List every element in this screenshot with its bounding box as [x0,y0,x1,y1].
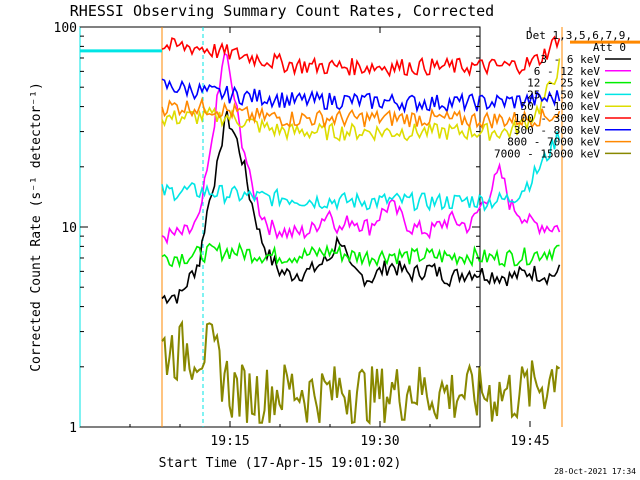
legend-label-3: 25 - 50 keV [527,88,600,101]
y-axis-ticks: 100 10 1 [54,21,480,436]
series-line-7 [161,96,561,130]
y-tick-label-2: 1 [69,421,77,436]
x-tick-label-0: 19:15 [210,434,249,449]
x-tick-label-2: 19:45 [510,434,549,449]
legend-label-8: 7000 - 15000 keV [494,147,600,160]
series-line-0 [161,110,561,305]
legend-header-line-2: Att 0 [593,41,626,54]
series-line-3 [161,131,561,212]
legend-label-4: 50 - 100 keV [521,100,601,113]
series-group [161,35,561,426]
y-tick-label-0: 100 [54,21,77,36]
legend-header-line-1: Det 1,3,5,6,7,9, [526,29,632,42]
top-status-bars [80,40,640,53]
series-line-1 [161,52,561,246]
x-axis-label: Start Time (17-Apr-15 19:01:02) [159,456,402,471]
legend-label-5: 100 - 300 keV [514,112,600,125]
series-line-8 [161,319,561,426]
footer-timestamp: 28-Oct-2021 17:34 [554,467,636,476]
legend-label-6: 300 - 800 keV [514,124,600,137]
legend-label-1: 6 - 12 keV [534,65,601,78]
series-line-6 [161,78,561,114]
chart-title: RHESSI Observing Summary Count Rates, Co… [70,2,494,20]
legend-label-7: 800 - 7000 keV [507,136,600,149]
y-axis-label: Corrected Count Rate (s⁻¹ detector⁻¹) [29,82,44,372]
x-tick-label-1: 19:30 [360,434,399,449]
y-tick-label-1: 10 [61,221,77,236]
series-line-9 [161,35,561,78]
series-line-4 [161,58,561,143]
legend-label-2: 12 - 25 keV [527,77,600,90]
vertical-markers [79,27,563,427]
legend-label-0: 3 - 6 keV [540,53,600,66]
series-line-2 [161,241,560,269]
